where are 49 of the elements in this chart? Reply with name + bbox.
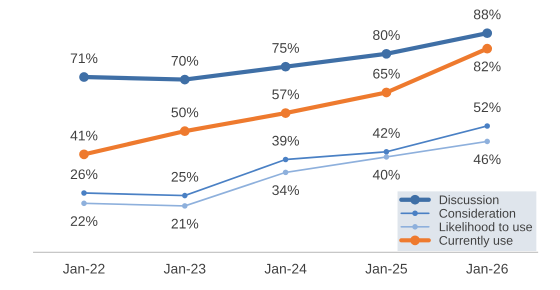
data-label: 40% — [372, 170, 400, 180]
x-tick-label: Jan-23 — [164, 264, 206, 274]
point — [382, 48, 392, 59]
data-label: 22% — [70, 216, 98, 226]
point — [182, 203, 188, 209]
data-label: 57% — [272, 89, 300, 100]
x-tick-label: Jan-24 — [264, 264, 306, 274]
x-tick-label: Jan-26 — [466, 264, 508, 274]
point — [282, 170, 288, 176]
data-label: 41% — [70, 130, 98, 140]
legend-label: Discussion — [440, 195, 498, 204]
x-tick-label: Jan-25 — [365, 264, 408, 274]
point — [280, 62, 290, 72]
point — [484, 123, 490, 129]
data-label: 42% — [372, 128, 400, 138]
data-label: 65% — [373, 68, 400, 79]
legend-label: Likelihood to use — [440, 222, 532, 232]
data-label: 71% — [70, 53, 98, 64]
legend-label: Currently use — [439, 236, 513, 248]
data-label: 34% — [272, 185, 300, 196]
point — [484, 138, 490, 144]
point — [79, 149, 89, 160]
data-label: 82% — [474, 62, 501, 72]
x-tick-label: Jan-22 — [62, 264, 105, 274]
data-label: 25% — [172, 172, 198, 182]
point — [180, 74, 190, 84]
point — [384, 148, 390, 155]
point — [384, 154, 390, 160]
data-label: 88% — [474, 9, 501, 20]
point — [482, 44, 492, 54]
point — [81, 190, 87, 196]
point — [79, 72, 89, 82]
point — [282, 156, 288, 162]
legend-label: Consideration — [439, 208, 516, 218]
data-label: 75% — [272, 43, 300, 53]
point — [280, 108, 290, 118]
data-label: 26% — [70, 169, 98, 180]
point — [382, 88, 392, 98]
point — [482, 28, 492, 38]
data-label: 50% — [171, 107, 198, 118]
data-label: 21% — [172, 218, 198, 229]
point — [81, 200, 87, 206]
data-label: 52% — [474, 102, 501, 112]
data-label: 39% — [272, 136, 300, 146]
point — [180, 126, 190, 136]
point — [182, 192, 188, 198]
data-label: 46% — [474, 154, 501, 164]
data-label: 70% — [172, 56, 198, 66]
data-label: 80% — [373, 30, 400, 40]
